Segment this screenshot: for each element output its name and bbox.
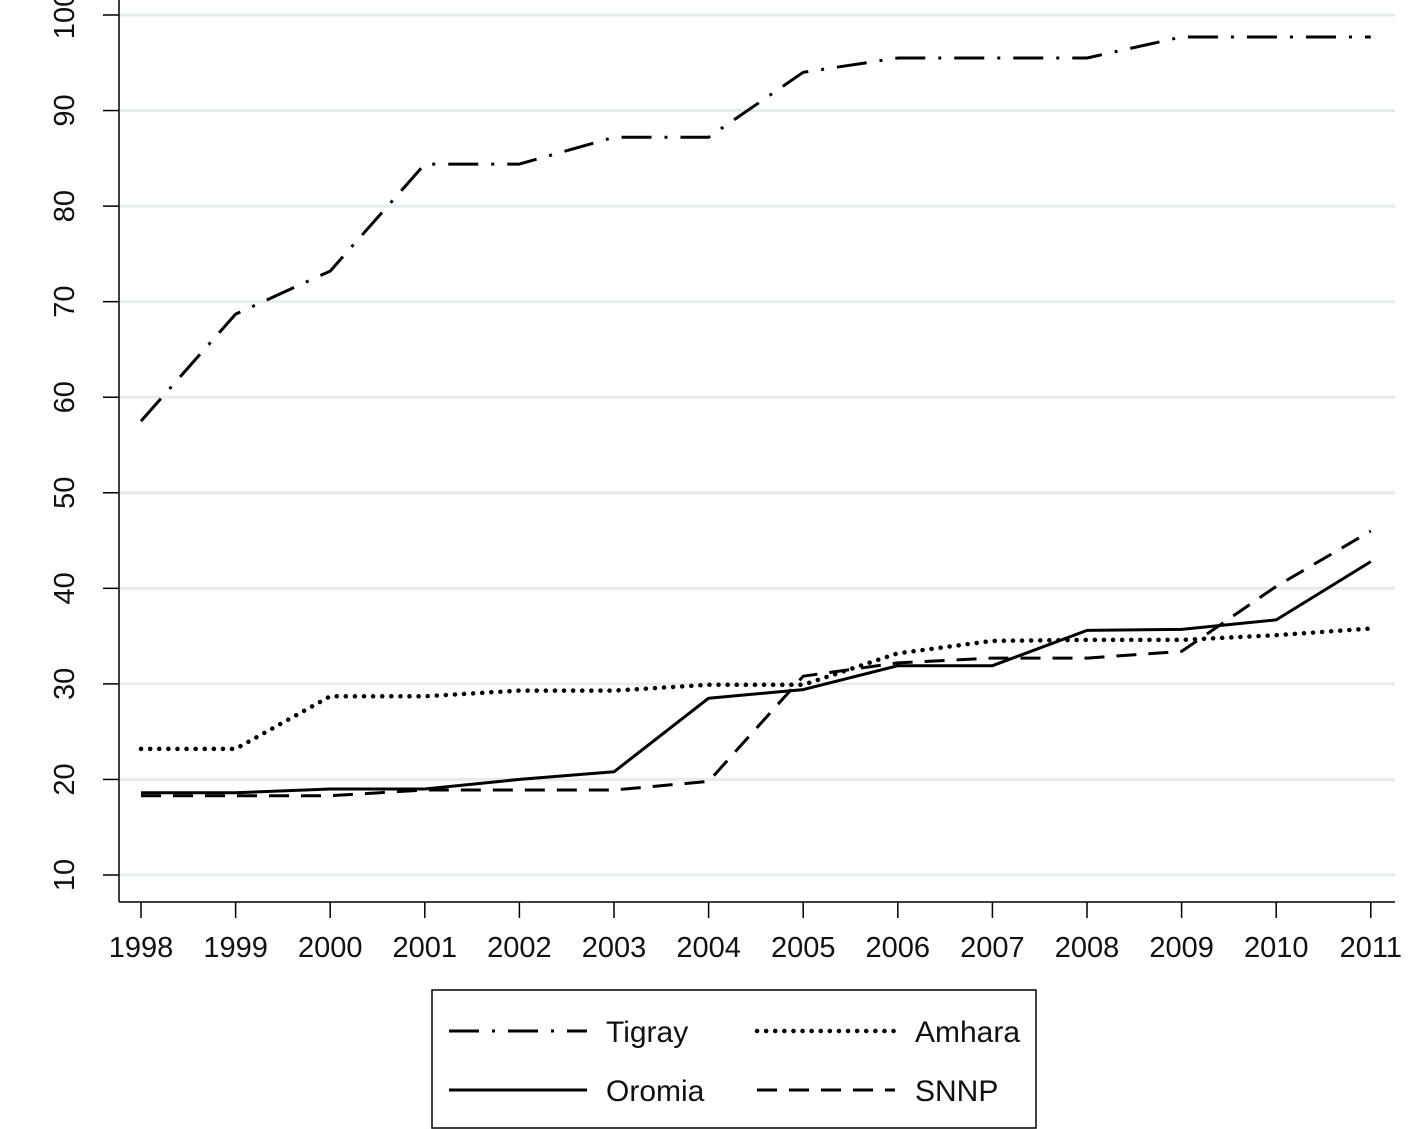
x-tick-label-2003: 2003 xyxy=(582,932,647,964)
series-line-tigray xyxy=(139,35,1371,423)
y-tick-label-90: 90 xyxy=(49,94,81,126)
x-tick-label-2002: 2002 xyxy=(487,932,552,964)
x-tick-label-2006: 2006 xyxy=(866,932,931,964)
x-tick-label-2008: 2008 xyxy=(1055,932,1120,964)
x-tick-label-2004: 2004 xyxy=(676,932,741,964)
y-tick-label-20: 20 xyxy=(49,763,81,795)
legend-label-amhara: Amhara xyxy=(915,1016,1020,1049)
x-tick-label-2011: 2011 xyxy=(1340,932,1402,964)
legend: Tigray Amhara Oromia SNNP xyxy=(431,989,1037,1129)
x-tick-label-2005: 2005 xyxy=(771,932,836,964)
y-tick-label-100: 100 xyxy=(49,0,81,39)
series-line-oromia xyxy=(141,560,1372,795)
x-tick-label-2001: 2001 xyxy=(393,932,458,964)
x-tick-label-2007: 2007 xyxy=(960,932,1025,964)
x-tick-label-2010: 2010 xyxy=(1244,932,1309,964)
y-tick-label-60: 60 xyxy=(49,381,81,413)
x-tick-label-2000: 2000 xyxy=(298,932,363,964)
gridlines xyxy=(119,13,1395,877)
y-tick-label-10: 10 xyxy=(49,859,81,891)
y-tick-label-30: 30 xyxy=(49,668,81,700)
legend-box xyxy=(431,989,1037,1129)
x-axis-ticks: 1998 1999 2000 2001 2002 2003 2004 2005 2006 2007… xyxy=(109,902,1402,964)
legend-label-snnp: SNNP xyxy=(915,1075,998,1108)
series-line-amhara xyxy=(138,626,1374,752)
x-tick-label-1998: 1998 xyxy=(109,932,174,964)
y-tick-label-50: 50 xyxy=(49,477,81,509)
series-line-snnp xyxy=(141,529,1372,798)
x-tick-label-2009: 2009 xyxy=(1149,932,1214,964)
y-tick-label-70: 70 xyxy=(49,286,81,318)
y-tick-label-80: 80 xyxy=(49,190,81,222)
legend-label-oromia: Oromia xyxy=(606,1075,705,1108)
y-tick-label-40: 40 xyxy=(49,572,81,604)
legend-label-tigray: Tigray xyxy=(606,1016,688,1049)
axes xyxy=(118,0,1395,903)
series-lines xyxy=(138,35,1374,798)
y-axis-ticks: 10 20 30 40 50 60 70 80 90 100 xyxy=(49,0,119,891)
x-tick-label-1999: 1999 xyxy=(203,932,268,964)
